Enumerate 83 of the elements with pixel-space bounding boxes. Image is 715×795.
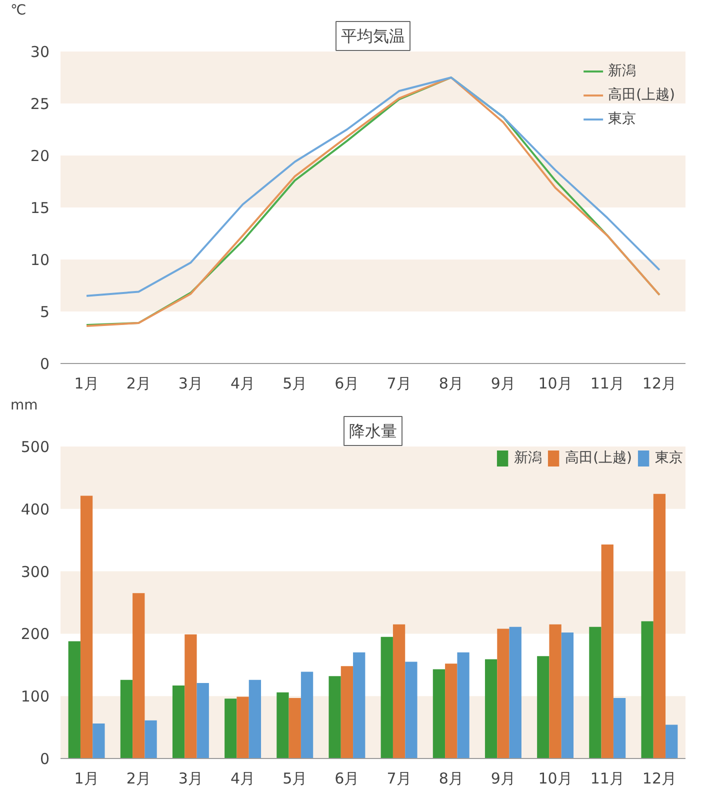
y-axis-title: mm bbox=[10, 398, 38, 414]
bar bbox=[340, 666, 354, 758]
bar bbox=[666, 724, 678, 758]
bar bbox=[353, 652, 366, 758]
y-tick-label: 500 bbox=[20, 438, 50, 456]
bar bbox=[509, 626, 522, 758]
bar bbox=[236, 696, 249, 758]
bar bbox=[288, 698, 301, 758]
bar bbox=[601, 544, 614, 758]
y-tick-label: 25 bbox=[30, 95, 50, 113]
x-tick-label: 1月 bbox=[74, 770, 99, 788]
x-tick-label: 7月 bbox=[386, 374, 412, 392]
x-tick-label: 4月 bbox=[230, 374, 256, 392]
bar bbox=[445, 664, 458, 758]
x-tick-label: 5月 bbox=[282, 374, 308, 392]
bar bbox=[561, 632, 574, 758]
x-tick-label: 8月 bbox=[438, 770, 464, 788]
y-tick-label: 20 bbox=[30, 147, 50, 165]
bar bbox=[641, 621, 654, 758]
bar bbox=[92, 724, 105, 758]
bar bbox=[432, 669, 446, 758]
y-tick-label: 15 bbox=[30, 199, 50, 217]
x-tick-label: 10月 bbox=[538, 374, 572, 392]
y-tick-label: 200 bbox=[20, 625, 50, 644]
x-tick-label: 3月 bbox=[178, 374, 203, 392]
x-tick-label: 2月 bbox=[126, 374, 151, 392]
y-tick-label: 5 bbox=[40, 303, 50, 321]
bar bbox=[497, 628, 510, 758]
x-tick-label: 9月 bbox=[490, 770, 516, 788]
y-tick-label: 300 bbox=[20, 562, 50, 581]
bar bbox=[613, 698, 626, 758]
x-tick-label: 3月 bbox=[178, 770, 203, 788]
bar bbox=[172, 685, 185, 758]
x-tick-label: 1月 bbox=[74, 374, 99, 392]
chart-title: 平均気温 bbox=[341, 26, 405, 46]
bar bbox=[80, 496, 93, 758]
bar bbox=[549, 624, 562, 758]
y-tick-label: 400 bbox=[20, 500, 50, 518]
legend-label: 高田(上越) bbox=[565, 449, 632, 467]
x-tick-label: 7月 bbox=[386, 770, 412, 788]
x-tick-label: 12月 bbox=[642, 770, 677, 788]
bar bbox=[196, 682, 209, 758]
x-tick-label: 10月 bbox=[538, 770, 572, 788]
y-tick-label: 100 bbox=[20, 688, 50, 706]
x-tick-label: 12月 bbox=[642, 374, 677, 392]
bar bbox=[276, 692, 289, 758]
y-tick-label: 30 bbox=[30, 43, 50, 61]
x-tick-label: 4月 bbox=[230, 770, 256, 788]
bar bbox=[589, 626, 602, 758]
x-tick-label: 9月 bbox=[490, 374, 516, 392]
chart-title: 降水量 bbox=[349, 422, 397, 440]
bar bbox=[484, 659, 498, 758]
y-axis-title: ℃ bbox=[10, 2, 26, 18]
bar bbox=[405, 662, 418, 758]
legend-label: 東京 bbox=[655, 449, 683, 467]
bar bbox=[392, 624, 406, 758]
y-tick-label: 10 bbox=[30, 251, 50, 269]
bar bbox=[300, 672, 314, 758]
x-tick-label: 6月 bbox=[334, 374, 360, 392]
bar bbox=[132, 593, 145, 758]
bar bbox=[653, 494, 666, 758]
legend-label: 新潟 bbox=[514, 449, 542, 467]
legend-label: 東京 bbox=[608, 110, 636, 128]
bar bbox=[328, 676, 341, 758]
bar bbox=[380, 636, 393, 758]
bar bbox=[120, 680, 133, 758]
x-tick-label: 5月 bbox=[282, 770, 308, 788]
x-tick-label: 8月 bbox=[438, 374, 464, 392]
x-tick-label: 11月 bbox=[590, 374, 624, 392]
bar bbox=[224, 698, 237, 758]
bar bbox=[457, 652, 470, 758]
y-tick-label: 0 bbox=[40, 355, 50, 373]
bar bbox=[68, 641, 80, 758]
x-tick-label: 11月 bbox=[590, 770, 624, 788]
bar bbox=[184, 634, 197, 758]
x-tick-label: 6月 bbox=[334, 770, 360, 788]
legend-label: 高田(上越) bbox=[608, 86, 675, 104]
legend-label: 新潟 bbox=[608, 62, 636, 80]
bar bbox=[144, 720, 157, 758]
bar bbox=[537, 656, 550, 758]
x-tick-label: 2月 bbox=[126, 770, 151, 788]
y-tick-label: 0 bbox=[40, 750, 50, 768]
bar bbox=[248, 680, 262, 758]
